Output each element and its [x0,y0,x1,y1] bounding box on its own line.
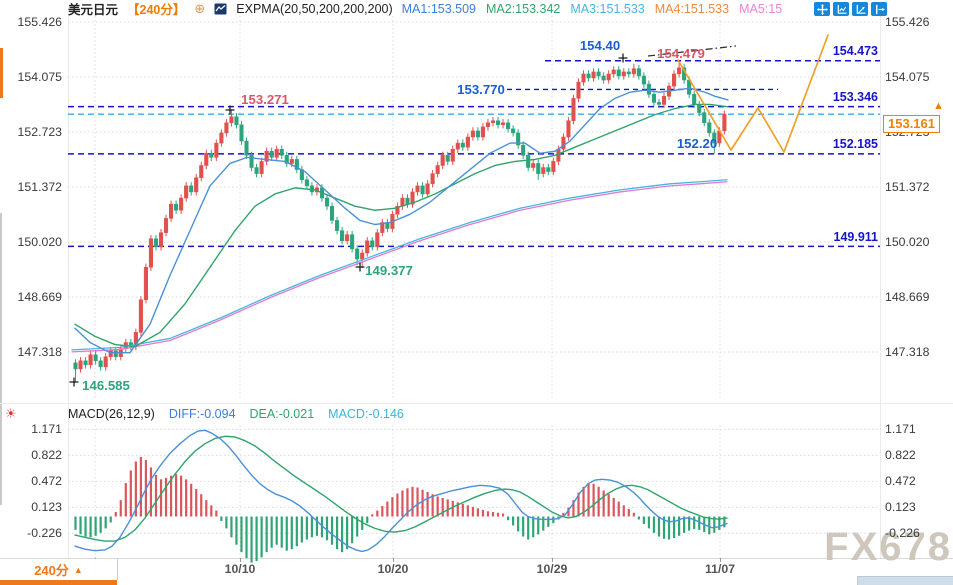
macd-axis-label-right: 0.123 [885,500,916,515]
symbol-name: 美元日元 [68,3,119,17]
price-axis-label-right: 150.020 [885,235,930,249]
price-annotation: 153.770 [457,82,505,97]
price-axis-label-left: 150.020 [17,235,62,249]
ma-value-label: MA4:151.533 [654,1,730,16]
price-annotation: 152.20 [676,136,718,151]
horizontal-scrollbar-thumb[interactable] [857,576,953,585]
indicator-name[interactable]: EXPMA(20,50,200,200,200) [236,1,393,16]
level-price-label: 149.911 [833,229,879,244]
macd-axis-label-right: 0.822 [885,448,916,463]
price-annotation: 154.40 [579,38,621,53]
price-axis-label-right: 154.075 [885,70,930,84]
date-axis-label: 10/10 [224,562,256,576]
target-icon[interactable]: ⊕ [194,1,206,16]
date-axis-tick [720,558,721,562]
macd-dea-value: DEA:-0.021 [249,406,315,421]
date-axis-label: 11/07 [704,562,736,576]
level-price-label: 153.346 [832,90,878,105]
price-axis-label-left: 148.669 [17,290,62,304]
price-axis-label-left: 152.723 [17,125,62,139]
price-axis-label-right: 148.669 [885,290,930,304]
macd-header: MACD(26,12,9) DIFF:-0.094 DEA:-0.021 MAC… [68,406,404,421]
shift-right-icon[interactable] [871,2,887,16]
mini-chart-icon[interactable] [214,3,227,15]
macd-axis-label-left: 0.472 [31,474,62,489]
date-axis-tick [393,558,394,562]
price-axis-label-right: 151.372 [885,180,930,194]
price-annotation: 146.585 [82,378,130,393]
left-scrollbar-active-segment[interactable] [0,48,3,98]
left-scrollbar-track[interactable] [0,213,2,505]
period-selector-label: 240分 [34,563,69,578]
indicator-settings-icon[interactable]: ☀ [5,406,17,421]
macd-axis-label-left: 0.123 [31,500,62,515]
price-up-arrow-icon: ▲ [933,100,944,112]
axis-scale-right-icon[interactable] [852,2,868,16]
macd-title[interactable]: MACD(26,12,9) [68,406,155,421]
price-annotation: 149.377 [365,263,413,278]
price-axis-label-left: 151.372 [17,180,62,194]
macd-macd-value: MACD:-0.146 [328,406,404,421]
period-selector[interactable]: 240分 ▲ [0,559,118,580]
price-axis-label-left: 154.075 [17,70,62,84]
chart-toolbar [814,2,887,16]
date-axis-label: 10/20 [377,562,409,576]
macd-axis-label-left: -0.226 [27,526,62,541]
plot-right-border [880,15,881,558]
timeframe-label[interactable]: 【240分】 [127,3,186,17]
macd-axis-label-right: 1.171 [885,422,916,437]
price-annotation: 154.479 [657,46,705,61]
macd-axis-label-right: 0.472 [885,474,916,489]
price-axis-label-right: 155.426 [885,15,930,29]
level-price-label: 152.185 [832,137,878,152]
period-selector-underline [0,580,117,585]
price-axis-label-left: 155.426 [17,15,62,29]
ma-value-label: MA3:151.533 [570,1,645,16]
axis-scale-left-icon[interactable] [833,2,849,16]
chart-header: 美元日元 【240分】 ⊕ EXPMA(20,50,200,200,200) M… [68,1,783,18]
ma-legend: MA1:153.509 MA2:153.342 MA3:151.533 MA4:151… [402,2,783,16]
price-axis-label-left: 147.318 [17,345,62,359]
macd-axis-label-left: 1.171 [31,422,62,437]
panel-separator [0,403,953,404]
ma-value-label: MA2:153.342 [486,1,561,16]
date-axis-label: 10/29 [536,562,568,576]
period-up-arrow-icon: ▲ [73,564,83,575]
ma-value-label: MA5:15 [739,1,783,16]
macd-axis-label-left: 0.822 [31,448,62,463]
macd-axis-label-right: -0.226 [885,526,920,541]
current-price-tag: 153.161 [883,115,940,133]
price-annotation: 153.271 [241,92,289,107]
x-axis-border [0,558,953,559]
plot-left-border [68,15,69,558]
date-axis-tick [240,558,241,562]
level-price-label: 154.473 [832,44,878,59]
watermark: FX678 [824,525,952,569]
crosshair-icon[interactable] [814,2,830,16]
ma-value-label: MA1:153.509 [401,1,476,16]
macd-diff-value: DIFF:-0.094 [168,406,236,421]
price-axis-label-right: 147.318 [885,345,930,359]
date-axis-tick [552,558,553,562]
